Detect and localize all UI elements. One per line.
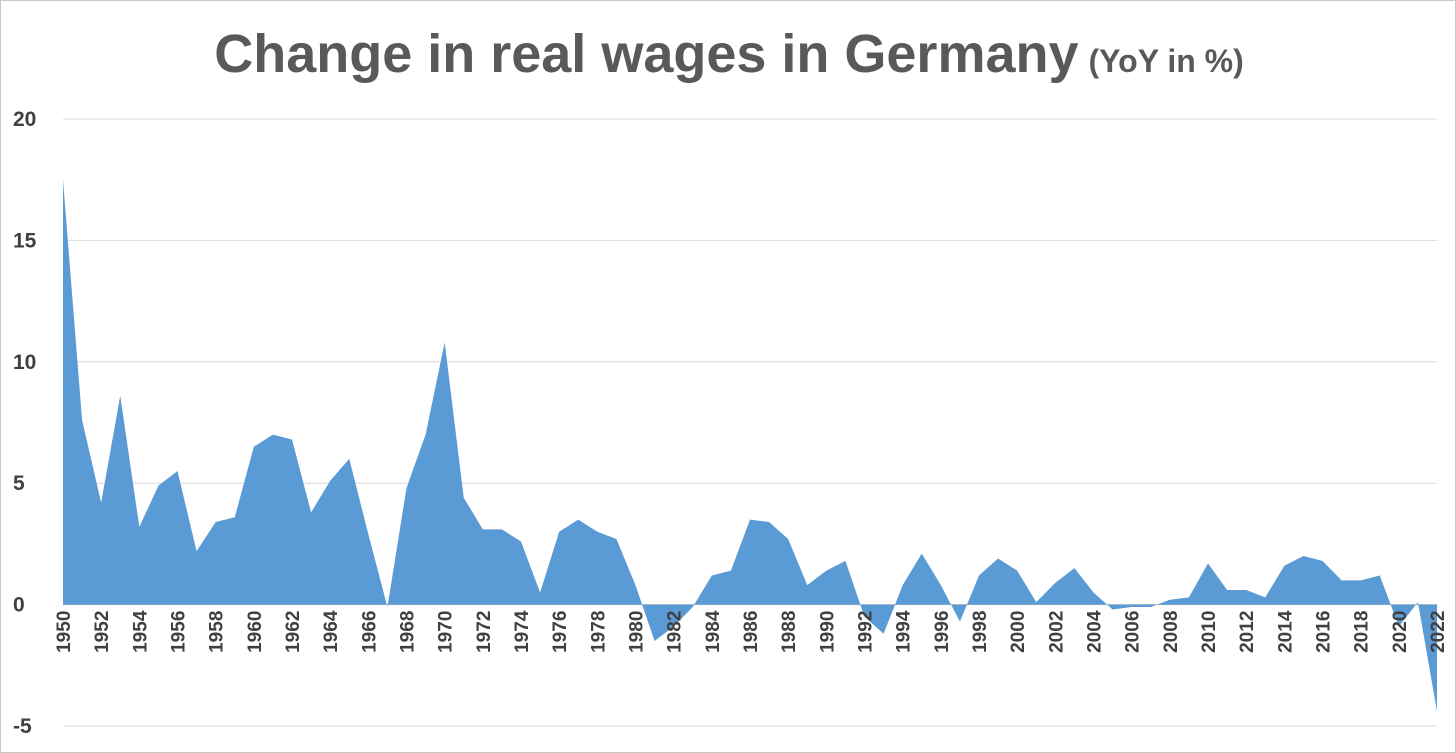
x-tick-label: 2022 [1428, 611, 1449, 653]
x-tick-label: 1986 [741, 611, 762, 653]
x-tick-label: 1982 [665, 611, 686, 653]
x-tick-label: 2004 [1085, 610, 1106, 653]
x-tick-label: 1956 [169, 611, 190, 653]
y-tick-label: 0 [13, 594, 25, 617]
x-tick-label: 1960 [245, 611, 266, 653]
x-tick-label: 1980 [627, 611, 648, 653]
x-tick-label: 1984 [703, 610, 724, 653]
y-tick-label: 20 [13, 108, 36, 131]
x-tick-label: 1950 [54, 611, 75, 653]
x-tick-label: 2014 [1275, 610, 1296, 653]
x-tick-label: 2006 [1123, 611, 1144, 653]
y-tick-label: -5 [13, 715, 32, 738]
x-tick-label: 2010 [1199, 611, 1220, 653]
x-tick-label: 2018 [1352, 611, 1373, 653]
x-tick-label: 1990 [817, 611, 838, 653]
x-tick-label: 2020 [1390, 611, 1411, 653]
x-tick-label: 1994 [894, 610, 915, 653]
chart-title-block: Change in real wages in Germany (YoY in %… [1, 23, 1455, 85]
x-tick-label: 1996 [932, 611, 953, 653]
x-tick-label: 2016 [1314, 611, 1335, 653]
chart-title: Change in real wages in Germany [214, 24, 1079, 84]
area-series [63, 179, 1437, 712]
x-tick-label: 1966 [359, 611, 380, 653]
x-tick-label: 1968 [398, 611, 419, 653]
x-tick-label: 2000 [1008, 611, 1029, 653]
x-tick-label: 1954 [130, 610, 151, 653]
x-tick-label: 1958 [207, 611, 228, 653]
y-tick-label: 5 [13, 472, 25, 495]
y-tick-label: 15 [13, 229, 37, 252]
x-tick-label: 1970 [436, 611, 457, 653]
x-tick-label: 1988 [779, 611, 800, 653]
x-axis: 1950 1952 1954 1956 1958 1960 1962 1964 1966 1968… [54, 610, 1449, 653]
x-tick-label: 1964 [321, 610, 342, 653]
x-tick-label: 1974 [512, 610, 533, 653]
x-tick-label: 1952 [92, 611, 113, 653]
x-tick-label: 2012 [1237, 611, 1258, 653]
plot-area [63, 179, 1437, 712]
y-tick-label: 10 [13, 351, 36, 374]
y-axis: 20 15 10 5 0 -5 [13, 108, 37, 738]
chart-subtitle: (YoY in %) [1088, 43, 1244, 79]
x-tick-label: 1976 [550, 611, 571, 653]
x-tick-label: 1978 [588, 611, 609, 653]
x-tick-label: 2002 [1046, 611, 1067, 653]
x-tick-label: 1998 [970, 611, 991, 653]
x-tick-label: 2008 [1161, 611, 1182, 653]
x-tick-label: 1992 [856, 611, 877, 653]
x-tick-label: 1972 [474, 611, 495, 653]
x-tick-label: 1962 [283, 611, 304, 653]
